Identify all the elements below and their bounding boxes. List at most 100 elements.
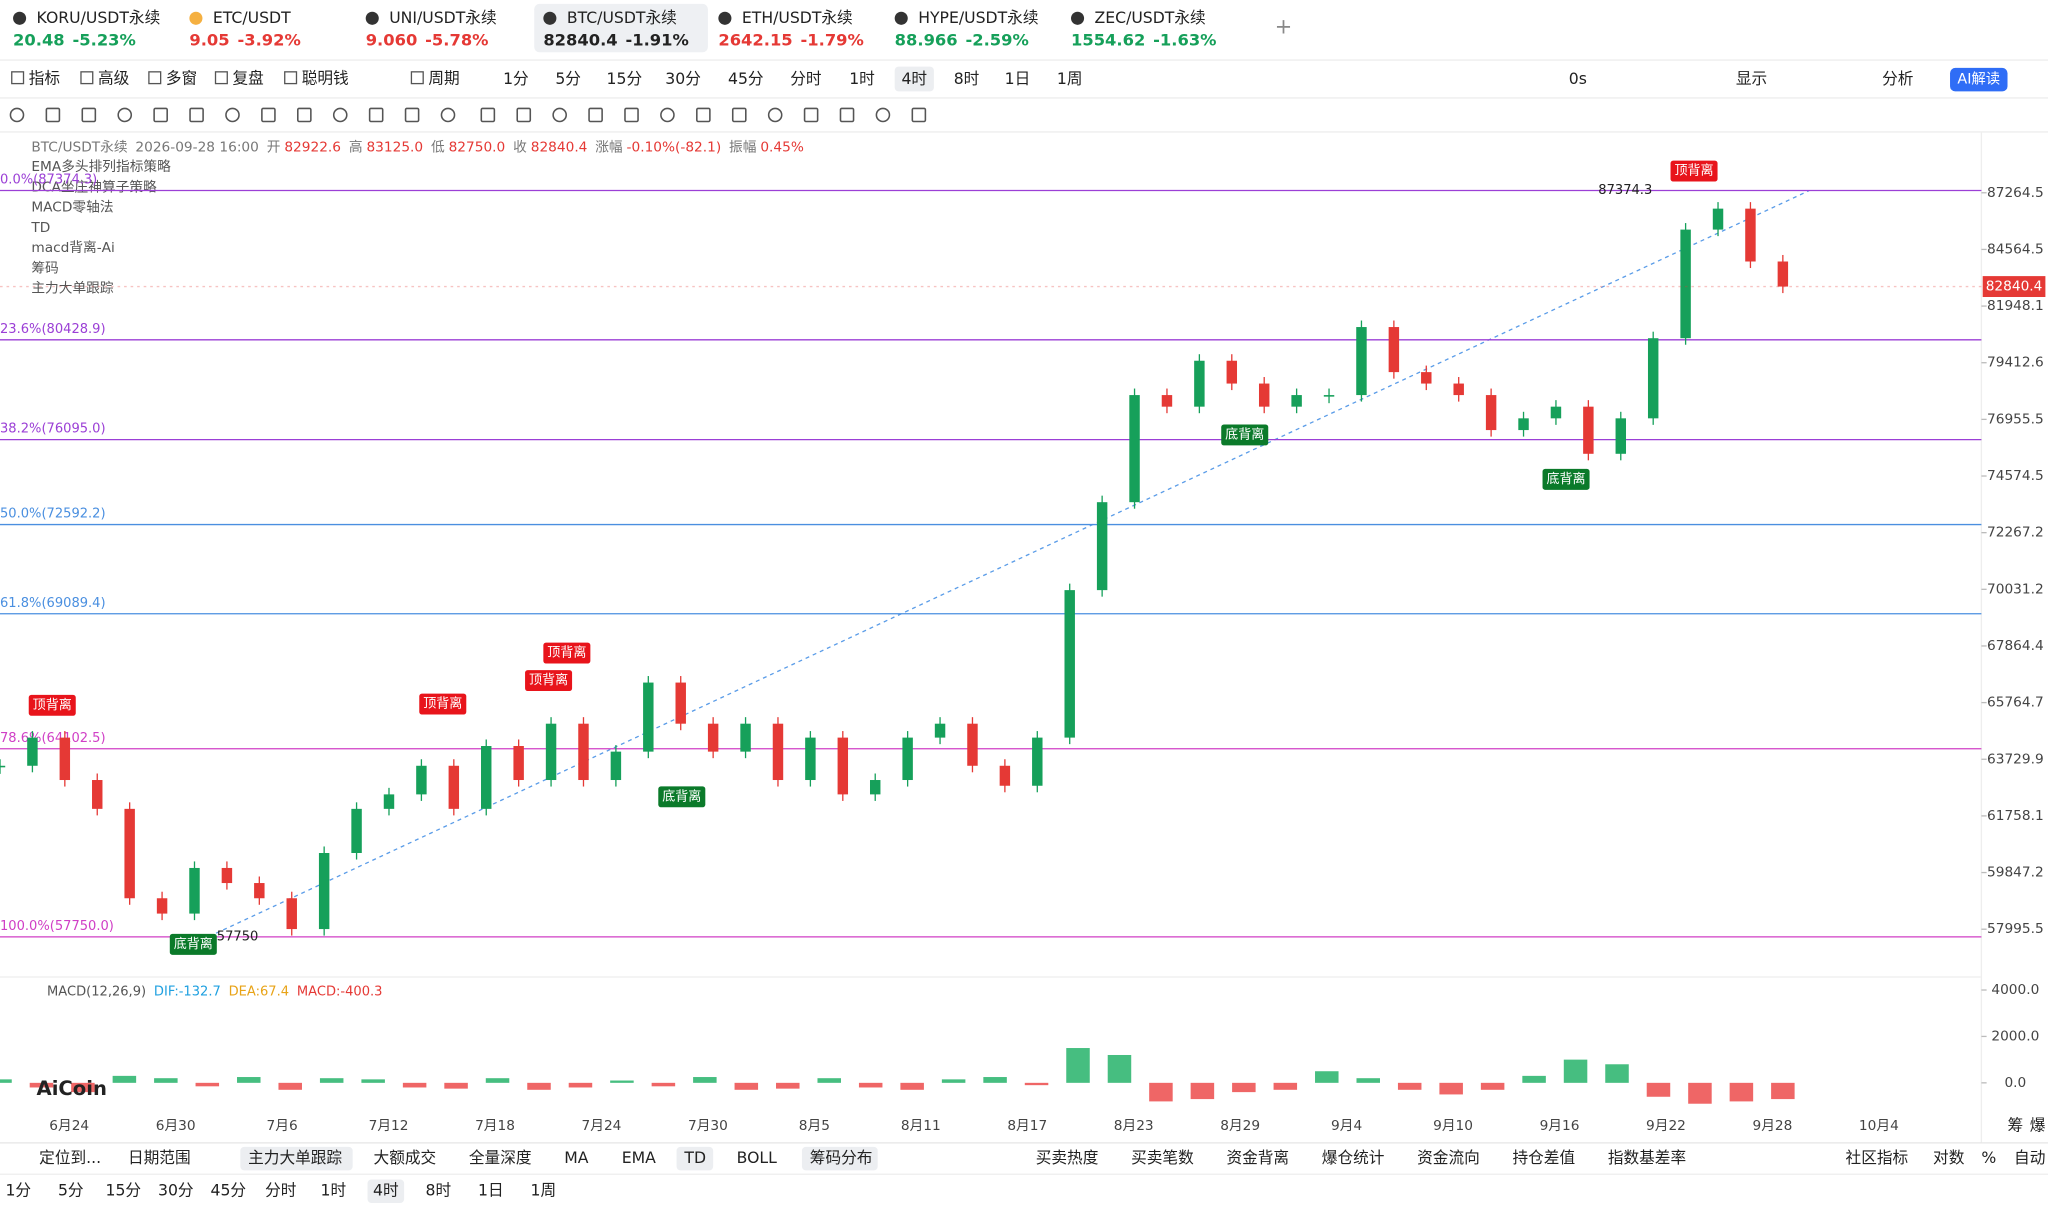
bottom-stat[interactable]: 资金背离 xyxy=(1226,1148,1289,1167)
tool-glyph[interactable] xyxy=(839,107,855,123)
tool-glyph[interactable] xyxy=(153,107,168,123)
tool-glyph[interactable] xyxy=(117,107,133,123)
bottom-right-tool[interactable]: 对数 xyxy=(1933,1148,1965,1167)
indicator-label[interactable]: EMA多头排列指标策略 xyxy=(31,158,171,175)
bottom-interval[interactable]: 5分 xyxy=(58,1181,84,1200)
tool-glyph[interactable] xyxy=(368,107,384,123)
bottom-stat[interactable]: 买卖笔数 xyxy=(1131,1148,1194,1167)
tool-glyph[interactable] xyxy=(297,107,312,123)
tool-glyph[interactable] xyxy=(696,107,711,123)
watermark: AiCoin xyxy=(37,1077,107,1100)
tab-pair[interactable]: ETC/USDT xyxy=(213,8,291,27)
tool-glyph[interactable] xyxy=(189,107,204,123)
tool-glyph[interactable] xyxy=(588,107,603,123)
ai-button[interactable]: AI解读 xyxy=(1957,71,2000,88)
bottom-tool[interactable]: 大额成交 xyxy=(374,1148,437,1167)
tool-glyph[interactable] xyxy=(225,107,240,123)
right-tool[interactable]: 显示 xyxy=(1736,69,1767,88)
bottom-right-tool[interactable]: % xyxy=(1981,1148,1996,1167)
indicator-label[interactable]: 筹码 xyxy=(31,259,58,276)
bottom-right-tool[interactable]: 自动 xyxy=(2014,1148,2045,1167)
side-label[interactable]: 筹 xyxy=(2008,1115,2024,1134)
tab-pair[interactable]: UNI/USDT永续 xyxy=(389,8,496,27)
bottom-interval[interactable]: 45分 xyxy=(211,1181,247,1200)
tool-glyph[interactable] xyxy=(440,107,456,123)
bottom-interval[interactable]: 1分 xyxy=(5,1181,31,1200)
tab-pair[interactable]: ZEC/USDT永续 xyxy=(1095,8,1206,27)
interval-button[interactable]: 1分 xyxy=(503,69,529,88)
tool-glyph[interactable] xyxy=(480,107,496,123)
tool-glyph[interactable] xyxy=(767,107,783,123)
indicator-label[interactable]: TD xyxy=(30,220,50,236)
toolbar-button[interactable]: 周期 xyxy=(428,69,459,88)
tool-glyph[interactable] xyxy=(731,107,747,123)
bottom-stat[interactable]: 指数基差率 xyxy=(1608,1148,1686,1167)
bottom-tool[interactable]: 定位到... xyxy=(39,1148,101,1167)
bottom-stat[interactable]: 爆仓统计 xyxy=(1322,1148,1385,1167)
interval-button[interactable]: 1周 xyxy=(1057,69,1083,88)
indicator-label[interactable]: macd背离-Ai xyxy=(31,239,115,256)
tool-glyph[interactable] xyxy=(803,107,819,123)
bottom-interval[interactable]: 30分 xyxy=(158,1181,194,1200)
bottom-tool[interactable]: 日期范围 xyxy=(128,1148,191,1167)
interval-button[interactable]: 分时 xyxy=(790,69,822,88)
bottom-tool[interactable]: BOLL xyxy=(737,1148,778,1167)
bottom-tool[interactable]: 全量深度 xyxy=(469,1148,532,1167)
indicator-label[interactable]: DCA坐庄神算子策略 xyxy=(31,178,157,195)
tool-glyph[interactable] xyxy=(911,107,927,123)
interval-button[interactable]: 4时 xyxy=(901,69,927,88)
right-tool[interactable]: 分析 xyxy=(1882,69,1913,88)
bottom-stat[interactable]: 持仓差值 xyxy=(1512,1148,1575,1167)
bottom-interval[interactable]: 1周 xyxy=(531,1181,557,1200)
toolbar-button[interactable]: 多窗 xyxy=(166,69,197,88)
macd-bar xyxy=(1066,1048,1090,1083)
bottom-interval[interactable]: 8时 xyxy=(426,1181,452,1200)
bottom-tool[interactable]: EMA xyxy=(622,1148,656,1167)
tool-glyph[interactable] xyxy=(875,107,891,123)
candle xyxy=(189,867,200,914)
tab-pair[interactable]: HYPE/USDT永续 xyxy=(918,8,1038,27)
tool-glyph[interactable] xyxy=(516,107,532,123)
indicator-label[interactable]: MACD零轴法 xyxy=(31,200,113,216)
bottom-tool[interactable]: MA xyxy=(564,1148,589,1167)
tool-glyph[interactable] xyxy=(9,107,25,123)
bottom-tool[interactable]: TD xyxy=(683,1148,706,1167)
field-value: -0.10%(-82.1) xyxy=(627,140,722,156)
tool-glyph[interactable] xyxy=(624,107,639,123)
bottom-tool[interactable]: 筹码分布 xyxy=(810,1148,873,1167)
indicator-label[interactable]: 主力大单跟踪 xyxy=(31,281,114,297)
bottom-interval[interactable]: 15分 xyxy=(106,1181,142,1200)
bottom-interval[interactable]: 4时 xyxy=(373,1181,399,1200)
tool-glyph[interactable] xyxy=(660,107,675,123)
bottom-interval[interactable]: 分时 xyxy=(265,1181,297,1200)
tool-glyph[interactable] xyxy=(81,107,97,123)
bottom-tool[interactable]: 主力大单跟踪 xyxy=(248,1148,342,1167)
bottom-interval[interactable]: 1日 xyxy=(478,1181,504,1200)
tab-pair[interactable]: BTC/USDT永续 xyxy=(567,8,677,27)
tool-glyph[interactable] xyxy=(332,107,348,123)
interval-button[interactable]: 5分 xyxy=(555,69,581,88)
tab-pair[interactable]: KORU/USDT永续 xyxy=(37,8,161,27)
interval-button[interactable]: 8时 xyxy=(954,69,980,88)
toolbar-button[interactable]: 指标 xyxy=(29,69,60,88)
bottom-stat[interactable]: 资金流向 xyxy=(1417,1148,1480,1167)
bottom-stat[interactable]: 买卖热度 xyxy=(1036,1148,1099,1167)
interval-button[interactable]: 15分 xyxy=(607,69,643,88)
tool-glyph[interactable] xyxy=(261,107,276,123)
bottom-interval[interactable]: 1时 xyxy=(321,1181,347,1200)
tool-glyph[interactable] xyxy=(404,107,420,123)
tool-glyph[interactable] xyxy=(552,107,567,123)
toolbar-button[interactable]: 聪明钱 xyxy=(302,69,349,88)
toolbar-button[interactable]: 高级 xyxy=(98,69,130,88)
tool-glyph[interactable] xyxy=(45,107,61,123)
tab-pair[interactable]: ETH/USDT永续 xyxy=(742,8,853,27)
toolbar-button[interactable]: 复盘 xyxy=(232,69,263,88)
right-tool[interactable]: 0s xyxy=(1569,69,1587,88)
add-tab[interactable]: + xyxy=(1275,14,1292,38)
interval-button[interactable]: 45分 xyxy=(728,69,764,88)
interval-button[interactable]: 30分 xyxy=(665,69,701,88)
bottom-right-tool[interactable]: 社区指标 xyxy=(1846,1148,1909,1167)
side-label[interactable]: 爆 xyxy=(2030,1115,2046,1134)
interval-button[interactable]: 1日 xyxy=(1005,69,1031,88)
interval-button[interactable]: 1时 xyxy=(849,69,875,88)
